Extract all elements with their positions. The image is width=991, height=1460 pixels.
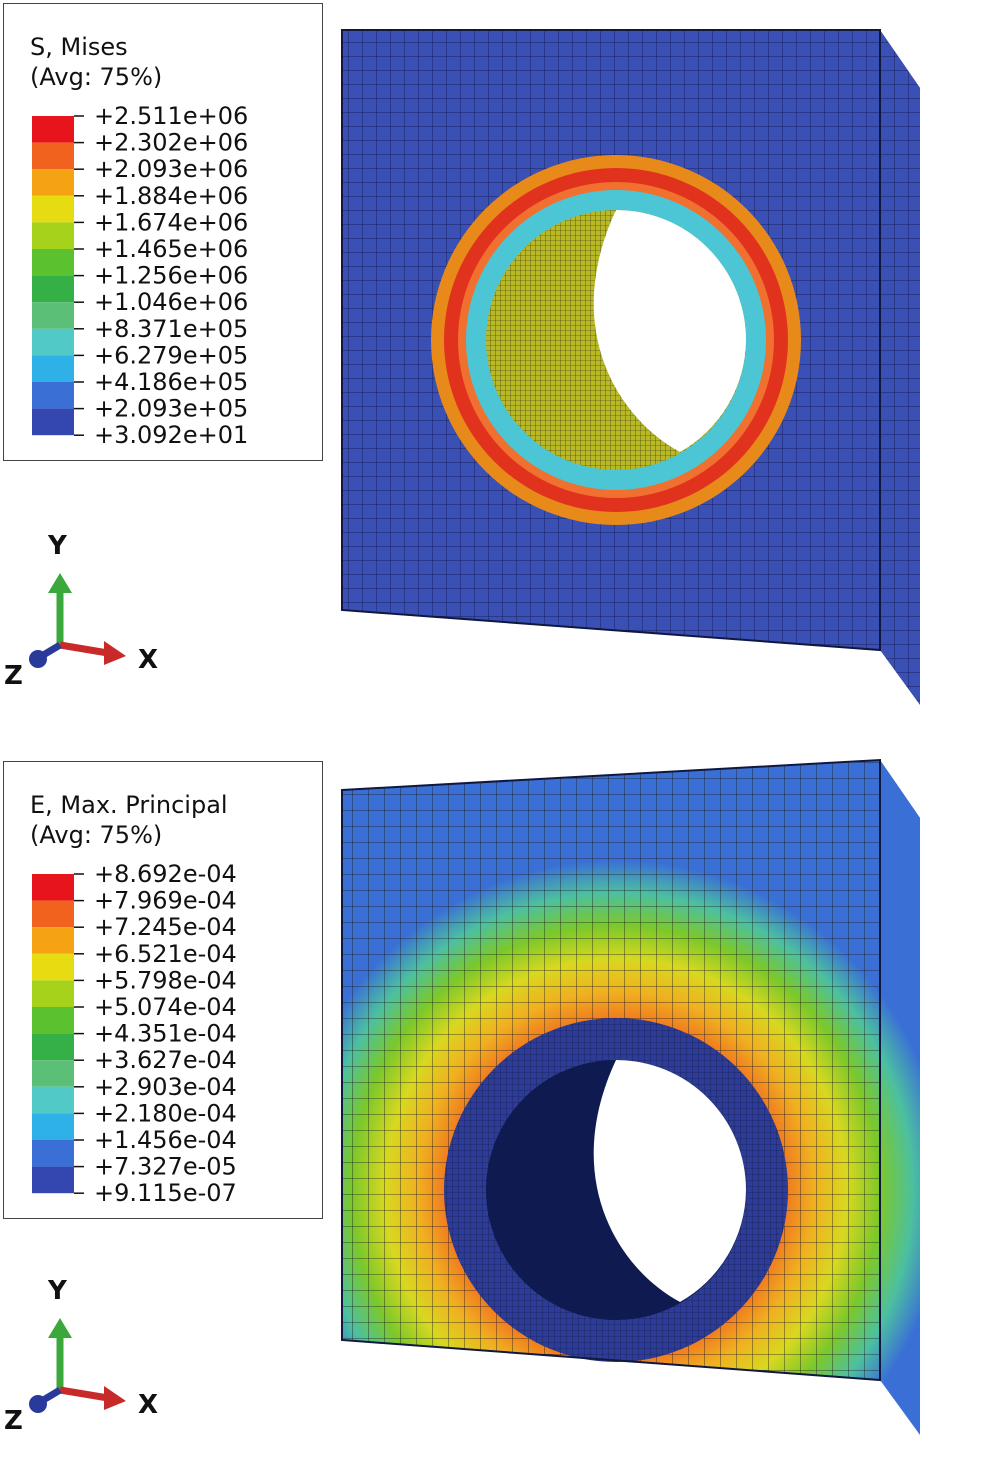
legend-value: +1.046e+06 [94, 288, 248, 316]
legend-swatch [32, 355, 74, 382]
x-axis-label: X [138, 1390, 159, 1420]
legend-value: +6.279e+05 [94, 341, 248, 369]
y-axis-label: Y [48, 1276, 67, 1306]
legend-value: +1.884e+06 [94, 182, 248, 210]
legend-swatch [32, 927, 74, 954]
legend-swatch [32, 1033, 74, 1061]
legend-value: +7.245e-04 [94, 913, 237, 941]
z-axis-label: Z [4, 1406, 23, 1436]
hole-opening [593, 210, 746, 452]
legend-value: +6.521e-04 [94, 940, 237, 968]
axis-triad: Y X Z [0, 531, 170, 691]
legend-value: +3.092e+01 [94, 421, 248, 449]
legend-colorbar: +8.692e-04+7.969e-04+7.245e-04+6.521e-04… [32, 860, 237, 1207]
block-side-face [880, 30, 920, 705]
legend-value: +3.627e-04 [94, 1046, 237, 1074]
strain-legend: E, Max. Principal (Avg: 75%) +8.692e-04 +… [3, 761, 323, 1219]
legend-swatch [32, 1007, 74, 1034]
legend-value: +7.327e-05 [94, 1153, 237, 1181]
legend-swatch [32, 302, 74, 329]
legend-swatch [32, 1140, 74, 1167]
legend-value: +2.180e-04 [94, 1099, 237, 1127]
legend-swatch [32, 408, 74, 436]
legend-swatch [32, 1113, 74, 1140]
block-side-face [880, 760, 920, 1435]
legend-value: +1.465e+06 [94, 235, 248, 263]
legend-value: +4.186e+05 [94, 368, 248, 396]
legend-value: +7.969e-04 [94, 887, 237, 915]
legend-swatch [32, 222, 74, 249]
legend-subtitle: (Avg: 75%) [30, 821, 163, 849]
legend-value: +8.692e-04 [94, 860, 237, 888]
z-axis-label: Z [4, 661, 23, 691]
legend-value: +1.256e+06 [94, 262, 248, 290]
legend-swatch [32, 116, 74, 143]
legend-swatch [32, 1166, 74, 1194]
axis-triad: Y X Z [0, 1276, 170, 1436]
legend-swatch [32, 142, 74, 170]
legend-value: +2.093e+05 [94, 395, 248, 423]
triad-arrows [29, 1318, 126, 1413]
legend-swatch [32, 1086, 74, 1114]
legend-swatch [32, 249, 74, 276]
legend-swatch [32, 953, 74, 981]
legend-value: +1.674e+06 [94, 208, 248, 236]
legend-value: +2.511e+06 [94, 102, 248, 130]
legend-swatch [32, 1060, 74, 1087]
legend-swatch [32, 328, 74, 356]
legend-swatch [32, 874, 74, 901]
legend-title: S, Mises [30, 33, 128, 61]
legend-value: +5.798e-04 [94, 966, 237, 994]
legend-value: +4.351e-04 [94, 1020, 237, 1048]
legend-value: +5.074e-04 [94, 993, 237, 1021]
triad-arrows [29, 573, 126, 668]
legend-swatch [32, 169, 74, 196]
mises-mesh-model [341, 29, 920, 705]
mises-legend: S, Mises (Avg: 75%) +2.511e+06 +2.302e+06… [3, 3, 323, 461]
legend-value: +2.093e+06 [94, 155, 248, 183]
legend-subtitle: (Avg: 75%) [30, 63, 163, 91]
legend-value: +8.371e+05 [94, 315, 248, 343]
x-axis-label: X [138, 645, 159, 675]
legend-value: +2.302e+06 [94, 129, 248, 157]
legend-swatch [32, 382, 74, 409]
y-axis-label: Y [48, 531, 67, 561]
legend-swatch [32, 275, 74, 303]
legend-swatch [32, 980, 74, 1007]
mises-stress-panel: S, Mises (Avg: 75%) +2.511e+06 +2.302e+06… [0, 3, 920, 705]
legend-title: E, Max. Principal [30, 791, 228, 819]
legend-value: +2.903e-04 [94, 1073, 237, 1101]
max-principal-strain-panel: E, Max. Principal (Avg: 75%) +8.692e-04 +… [0, 730, 991, 1460]
strain-mesh-model [341, 758, 920, 1435]
legend-value: +1.456e-04 [94, 1126, 237, 1154]
legend-swatch [32, 900, 74, 928]
legend-value: +9.115e-07 [94, 1179, 237, 1207]
hole-opening [593, 1060, 746, 1302]
legend-swatch [32, 195, 74, 223]
legend-colorbar: +2.511e+06+2.302e+06+2.093e+06+1.884e+06… [32, 102, 248, 449]
